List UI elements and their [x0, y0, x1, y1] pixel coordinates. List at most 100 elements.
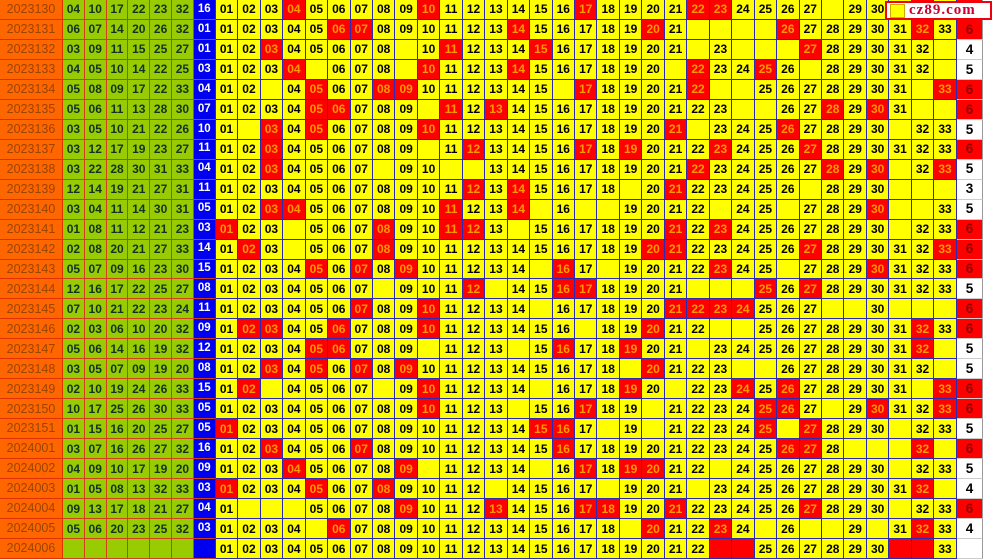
grid-cell-hit: 03	[260, 39, 284, 60]
grid-cell: 15	[530, 219, 553, 240]
right-margin	[983, 19, 994, 40]
drawn-ball-cell: 04	[63, 459, 85, 480]
grid-cell: 20	[642, 39, 665, 60]
grid-cell-hit: 09	[395, 359, 418, 380]
grid-cell: 08	[372, 359, 396, 380]
site-logo: cz89.com	[885, 1, 992, 20]
grid-cell: 33	[934, 279, 957, 300]
grid-cell: 08	[372, 519, 396, 540]
drawn-ball-cell: 02	[63, 379, 85, 400]
grid-cell: 19	[619, 59, 643, 80]
grid-cell: 31	[889, 519, 912, 540]
grid-cell-hit: 23	[709, 259, 733, 280]
grid-cell-hit: 19	[619, 459, 643, 480]
drawn-ball-cell: 07	[84, 19, 107, 40]
grid-cell: 06	[328, 459, 351, 480]
drawn-ball-cell: 03	[63, 199, 85, 220]
drawn-ball-cell: 10	[84, 379, 107, 400]
grid-cell: 30	[866, 219, 890, 240]
grid-cell: 26	[777, 59, 800, 80]
period-cell: 2023137	[0, 139, 63, 160]
grid-cell: 26	[777, 0, 800, 20]
grid-cell: 33	[934, 539, 957, 559]
drawn-ball-cell: 31	[171, 179, 194, 200]
drawn-ball-cell: 33	[171, 379, 194, 400]
grid-cell: 02	[238, 159, 261, 180]
grid-cell-hit: 05	[305, 259, 329, 280]
grid-cell-blank	[597, 199, 620, 220]
grid-cell: 23	[709, 59, 733, 80]
grid-cell: 08	[372, 259, 396, 280]
grid-cell: 01	[215, 459, 239, 480]
drawn-ball-cell: 05	[63, 79, 85, 100]
grid-cell-hit: 10	[417, 119, 441, 140]
grid-cell: 30	[866, 139, 890, 160]
grid-cell: 29	[844, 399, 867, 420]
grid-cell: 04	[283, 479, 306, 500]
grid-cell-blank	[575, 319, 598, 340]
drawn-ball-cell: 32	[171, 439, 194, 460]
grid-cell: 04	[283, 439, 306, 460]
grid-cell: 30	[866, 179, 890, 200]
grid-cell: 12	[462, 299, 486, 320]
grid-cell: 17	[575, 479, 598, 500]
count-cell: 5	[956, 459, 984, 480]
grid-cell: 29	[844, 479, 867, 500]
drawn-ball-cell: 30	[150, 399, 172, 420]
grid-cell: 11	[440, 139, 463, 160]
grid-cell-hit: 22	[687, 0, 710, 20]
drawn-ball-cell: 33	[171, 79, 194, 100]
grid-cell: 05	[305, 439, 329, 460]
grid-cell: 29	[844, 379, 867, 400]
blue-ball-cell: 15	[193, 379, 216, 400]
drawn-ball-cell: 05	[63, 259, 85, 280]
right-margin	[983, 519, 994, 540]
drawn-ball-cell: 26	[150, 19, 172, 40]
grid-cell-hit: 16	[552, 259, 576, 280]
grid-cell: 23	[709, 239, 733, 260]
grid-cell-hit: 10	[417, 59, 441, 80]
grid-cell: 32	[911, 139, 935, 160]
grid-cell: 04	[283, 339, 306, 360]
blue-ball-cell: 04	[193, 159, 216, 180]
grid-cell: 29	[844, 159, 867, 180]
grid-cell-hit: 28	[822, 159, 845, 180]
grid-cell-blank	[732, 79, 755, 100]
grid-cell: 12	[462, 239, 486, 260]
grid-cell: 10	[417, 499, 441, 520]
grid-cell: 02	[238, 399, 261, 420]
grid-cell: 05	[305, 419, 329, 440]
grid-cell-hit: 26	[777, 439, 800, 460]
drawn-ball-cell: 25	[171, 59, 194, 80]
grid-cell-blank	[889, 119, 912, 140]
period-cell: 2023130	[0, 0, 63, 20]
grid-cell: 21	[664, 439, 688, 460]
count-cell: 6	[956, 299, 984, 320]
grid-cell: 16	[552, 179, 576, 200]
grid-cell: 15	[530, 319, 553, 340]
grid-cell: 25	[754, 439, 778, 460]
drawn-ball-cell: 27	[150, 439, 172, 460]
period-cell: 2024005	[0, 519, 63, 540]
grid-cell: 22	[687, 459, 710, 480]
grid-cell: 18	[597, 59, 620, 80]
grid-cell: 20	[642, 279, 665, 300]
grid-cell-hit: 14	[507, 179, 531, 200]
grid-cell: 02	[238, 439, 261, 460]
grid-cell: 29	[844, 459, 867, 480]
grid-cell: 13	[485, 379, 508, 400]
drawn-ball-cell: 06	[84, 99, 107, 120]
grid-cell-hit: 05	[305, 359, 329, 380]
grid-cell: 04	[283, 299, 306, 320]
grid-cell-blank	[530, 299, 553, 320]
grid-cell: 05	[305, 319, 329, 340]
drawn-ball-cell: 17	[106, 139, 129, 160]
grid-cell: 25	[754, 179, 778, 200]
grid-cell: 28	[822, 59, 845, 80]
grid-cell-blank	[372, 279, 396, 300]
grid-cell: 21	[664, 319, 688, 340]
grid-cell: 28	[822, 119, 845, 140]
grid-cell: 03	[260, 259, 284, 280]
grid-cell: 11	[440, 259, 463, 280]
grid-cell: 11	[440, 299, 463, 320]
